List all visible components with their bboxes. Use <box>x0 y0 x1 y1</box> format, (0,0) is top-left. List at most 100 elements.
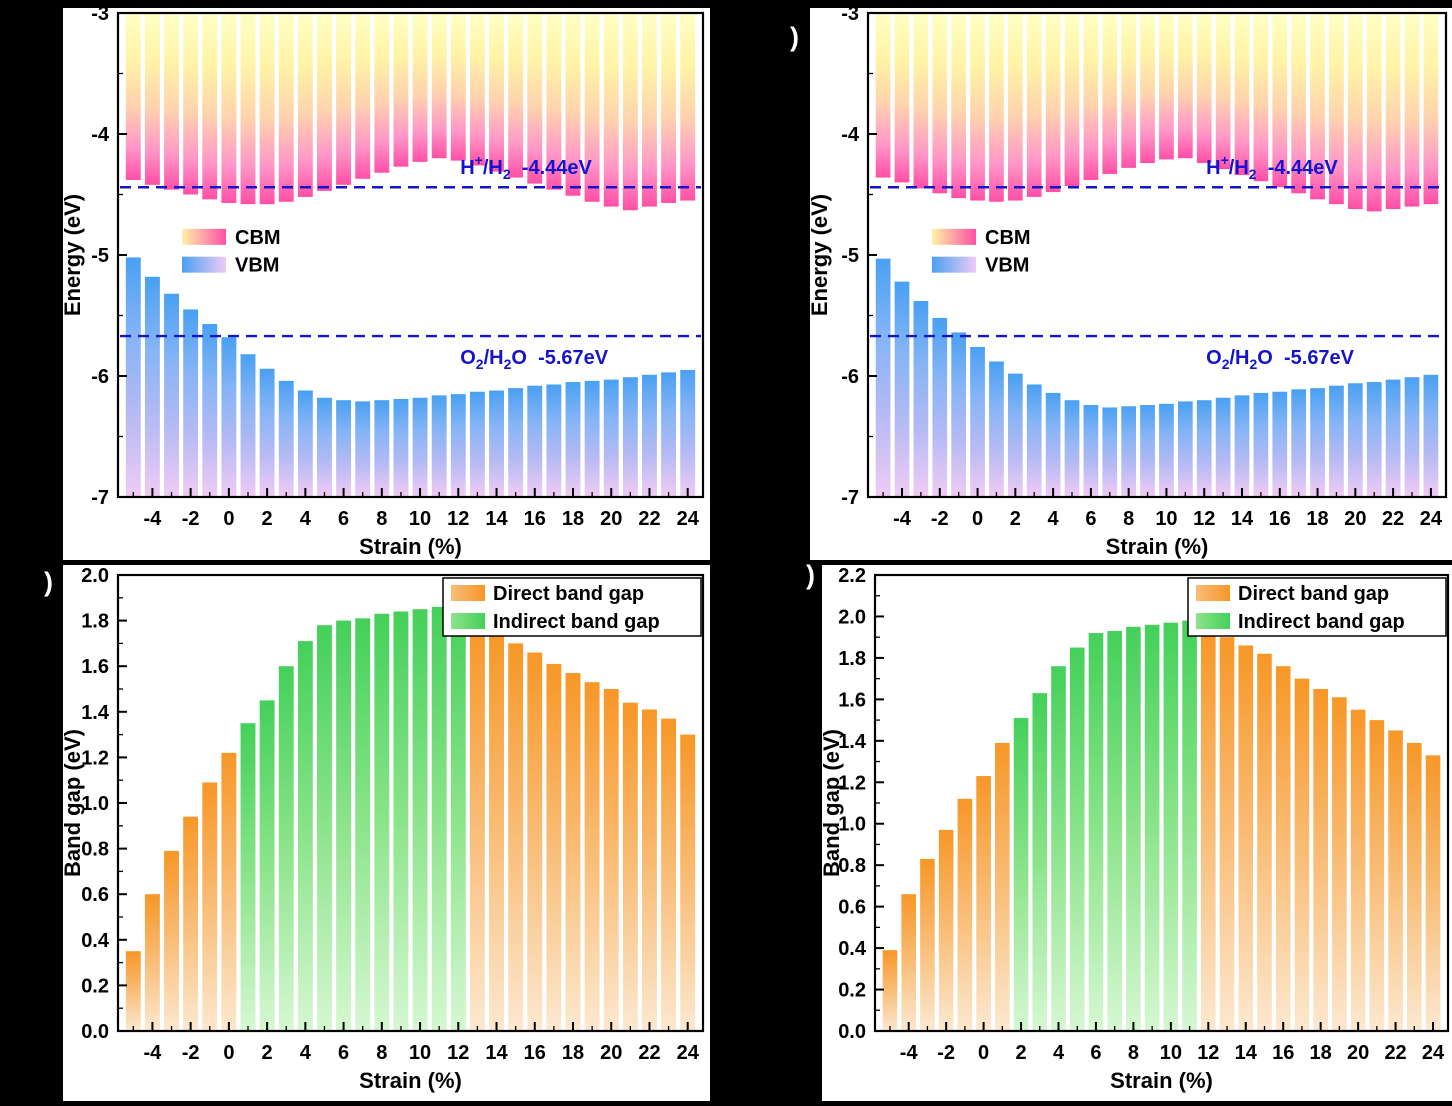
cbm-bar <box>278 14 294 202</box>
cbm-bar <box>680 14 696 201</box>
x-tick-label: 12 <box>1197 1042 1219 1064</box>
bars <box>882 620 1441 1030</box>
x-tick-label: 10 <box>1160 1042 1182 1064</box>
x-tick-label: -2 <box>937 1042 955 1064</box>
direct-gap-bar <box>202 782 218 1030</box>
cbm-bar <box>1083 14 1099 180</box>
cbm-bar <box>450 14 466 161</box>
direct-gap-bar <box>489 634 504 1030</box>
legend-label: Direct band gap <box>1238 583 1389 605</box>
y-tick-label: 0.0 <box>81 1021 109 1043</box>
indirect-gap-bar <box>412 609 428 1030</box>
panel-band-alignment-b: H+/H2 -4.44eV O2/H2O -5.67eV -7 -6 -5 -4 -3 -4-… <box>807 3 1452 560</box>
vbm-bar <box>970 346 985 496</box>
cbm-bar <box>355 14 371 179</box>
vbm-bar <box>183 309 199 496</box>
panel-band-gap-d: 0.0 0.2 0.4 0.6 0.8 1.0 1.2 1.4 1.6 1.8 2.0 2.2 -4 -2… <box>819 565 1452 1101</box>
cbm-bar <box>875 14 891 178</box>
vbm-bar <box>469 391 485 496</box>
x-tick-label: -4 <box>144 508 163 530</box>
x-tick-label: 0 <box>223 508 234 530</box>
indirect-gap-bar <box>1163 622 1179 1030</box>
cbm-bar <box>1423 14 1439 205</box>
reference-label: O2/H2O -5.67eV <box>460 347 609 372</box>
cbm-bar <box>932 14 948 194</box>
y-tick-label: -4 <box>841 124 860 146</box>
vbm-bar <box>431 395 447 496</box>
y-tick-label: 0.2 <box>838 980 866 1002</box>
x-tick-label: 2 <box>1015 1042 1026 1064</box>
cbm-bar <box>297 14 313 197</box>
legend-swatch-vbm <box>932 256 976 273</box>
y-tick-label: -3 <box>841 8 859 25</box>
vbm-bar <box>1196 400 1212 496</box>
y-tick-label: 0.8 <box>81 839 109 861</box>
vbm-bar <box>1215 397 1231 496</box>
indirect-gap-bar <box>1107 630 1122 1030</box>
direct-gap-bar <box>221 752 237 1030</box>
cbm-bar <box>1404 14 1420 207</box>
x-tick-label: 2 <box>1010 508 1021 530</box>
legend-label: VBM <box>985 255 1029 277</box>
vbm-bar <box>1347 383 1363 496</box>
cbm-bar <box>1121 14 1137 168</box>
direct-gap-bar <box>995 742 1010 1030</box>
direct-gap-bar <box>603 689 619 1030</box>
vbm-bar <box>489 390 504 496</box>
x-tick-label: 18 <box>562 508 584 530</box>
indirect-gap-bar <box>374 613 390 1030</box>
y-tick-label: 0.2 <box>81 975 109 997</box>
x-tick-label: 14 <box>1235 1042 1258 1064</box>
cbm-bar <box>1291 14 1307 194</box>
direct-gap-bar <box>1257 653 1272 1030</box>
cbm-bar <box>202 14 218 200</box>
vbm-bar <box>278 380 294 496</box>
direct-gap-bar <box>622 702 638 1030</box>
chart-band-gap-c: 0.00.20.40.60.81.01.21.41.61.82.0-4 -2 0 2 4… <box>60 565 705 1093</box>
cbm-bar <box>1140 14 1155 164</box>
direct-gap-bar <box>1201 630 1216 1030</box>
legend-box <box>1187 577 1447 637</box>
legend: Direct band gap Indirect band gap <box>1187 577 1447 637</box>
indirect-gap-bar <box>431 606 447 1030</box>
x-tick-label: 14 <box>1231 508 1254 530</box>
legend-label: VBM <box>235 255 279 277</box>
x-tick-label: 8 <box>376 508 387 530</box>
cbm-bar <box>1310 14 1325 200</box>
vbm-bar <box>1291 389 1307 496</box>
cbm-bar <box>1253 14 1269 182</box>
indirect-gap-bar <box>450 604 466 1030</box>
vbm-bar <box>1121 406 1137 496</box>
cbm-bar <box>913 14 929 189</box>
cbm-bar <box>1234 14 1250 176</box>
direct-gap-bar <box>957 798 973 1030</box>
x-tick-label: 18 <box>1306 508 1328 530</box>
cbm-bar <box>240 14 256 205</box>
cbm-bar <box>336 14 352 185</box>
vbm-bar <box>317 397 332 496</box>
indirect-gap-bar <box>393 611 409 1030</box>
cbm-bar <box>565 14 581 196</box>
y-axis-title: Energy (eV) <box>810 194 832 316</box>
panel-band-alignment-a: H+/H2 -4.44eV O2/H2O -5.67eV -7 -6 -5 -4 -3 -4-… <box>60 3 710 560</box>
vbm-bar <box>1404 377 1420 496</box>
x-axis-title: Strain (%) <box>359 534 462 559</box>
y-tick-label: 1.0 <box>81 793 109 815</box>
x-tick-label: 2 <box>262 1042 273 1064</box>
legend-swatch-direct <box>451 585 485 601</box>
x-tick-label: 20 <box>600 508 622 530</box>
y-tick-label: -3 <box>91 8 109 25</box>
y-tick-label: 0.4 <box>81 930 110 952</box>
x-axis-title: Strain (%) <box>1110 1068 1213 1093</box>
vbm-bar <box>565 382 581 496</box>
vbm-bar <box>932 317 948 496</box>
x-tick-label: -2 <box>182 508 200 530</box>
direct-gap-bar <box>469 625 485 1030</box>
direct-gap-bar <box>1350 709 1366 1030</box>
y-axis-title: Band gap (eV) <box>63 729 85 877</box>
legend-label: Indirect band gap <box>493 611 660 633</box>
vbm-bar <box>1329 385 1344 496</box>
x-tick-label: 18 <box>562 1042 584 1064</box>
cbm-bar <box>317 14 332 191</box>
